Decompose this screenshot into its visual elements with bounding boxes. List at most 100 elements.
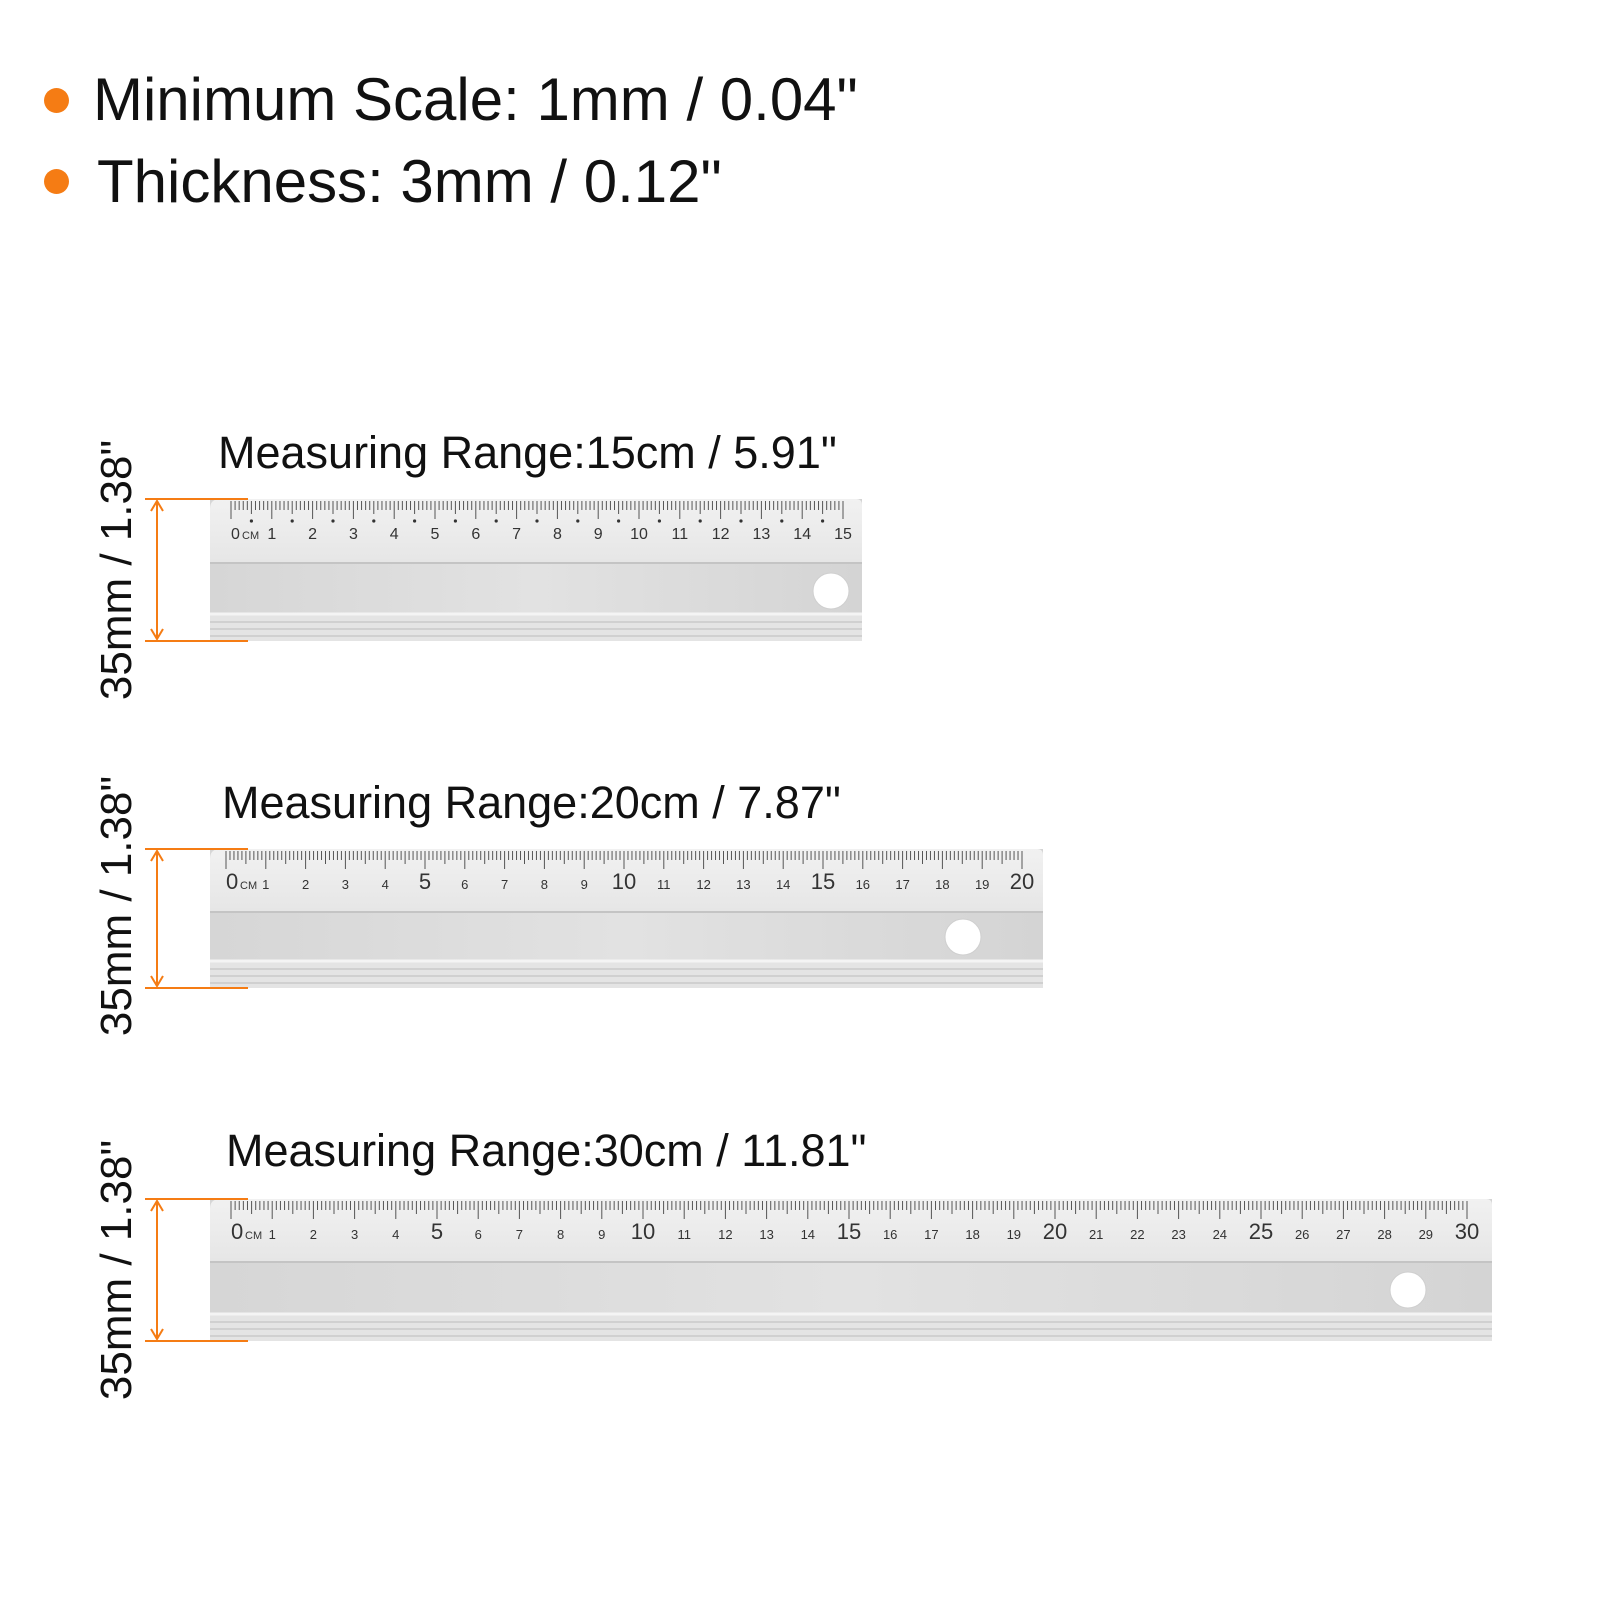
- scale-number: 1: [267, 526, 276, 543]
- scale-number: 1: [269, 1227, 276, 1242]
- height-dimension-arrow: [145, 1198, 248, 1342]
- half-cm-dot: [576, 519, 580, 523]
- unit-label: CM: [245, 1230, 262, 1242]
- scale-number: 10: [630, 526, 648, 543]
- hang-hole: [944, 918, 982, 956]
- scale-number: 25: [1249, 1219, 1273, 1244]
- scale-number: 15: [837, 1219, 861, 1244]
- ruler-groove: [210, 961, 1043, 988]
- scale-number: 11: [671, 526, 688, 543]
- half-cm-dot: [617, 519, 621, 523]
- scale-number: 4: [390, 526, 399, 543]
- scale-number: 0: [231, 526, 240, 543]
- scale-number: 14: [793, 526, 811, 543]
- scale-number: 21: [1089, 1227, 1103, 1242]
- scale-number: 26: [1295, 1227, 1309, 1242]
- scale-number: 6: [475, 1227, 482, 1242]
- scale-number: 11: [657, 877, 671, 892]
- scale-number: 13: [759, 1227, 773, 1242]
- hang-hole: [812, 572, 850, 610]
- scale-number: 20: [1043, 1219, 1067, 1244]
- scale-number: 18: [935, 877, 949, 892]
- scale-band: [210, 849, 1043, 912]
- hang-hole: [1389, 1271, 1427, 1309]
- height-dimension-arrow: [145, 498, 248, 642]
- scale-number: 2: [308, 526, 317, 543]
- ruler-groove: [210, 614, 862, 641]
- scale-number: 10: [612, 869, 636, 894]
- scale-number: 16: [883, 1227, 897, 1242]
- half-cm-dot: [780, 519, 784, 523]
- ruler-20cm: 0 CM 1 2 3 4 5 6 7 8 9 10 11 12 13 14 15 16 17 18 19 20: [210, 849, 1043, 988]
- scale-number: 13: [753, 526, 771, 543]
- scale-number: 5: [431, 1219, 443, 1244]
- scale-number: 4: [392, 1227, 399, 1242]
- scale-number: 20: [1010, 869, 1034, 894]
- scale-band: [210, 499, 862, 563]
- half-cm-dot: [290, 519, 294, 523]
- scale-number: 5: [419, 869, 431, 894]
- bullet-dot: [44, 169, 69, 194]
- ruler-15-title: Measuring Range:15cm / 5.91": [218, 427, 837, 478]
- scale-number: 0: [226, 869, 238, 894]
- scale-number: 15: [811, 869, 835, 894]
- scale-number: 27: [1336, 1227, 1350, 1242]
- scale-number: 7: [516, 1227, 523, 1242]
- ruler-15cm: 0 CM 1 2 3 4 5 6 7 8 9 10 11 12 13 14 15: [210, 499, 862, 641]
- scale-number: 19: [975, 877, 989, 892]
- scale-number: 8: [541, 877, 548, 892]
- half-cm-dot: [698, 519, 702, 523]
- scale-number: 8: [553, 526, 562, 543]
- scale-number: 4: [382, 877, 389, 892]
- ruler-20-title: Measuring Range:20cm / 7.87": [222, 777, 841, 828]
- scale-number: 6: [471, 526, 480, 543]
- scale-number: 18: [965, 1227, 979, 1242]
- scale-number: 0: [231, 1219, 243, 1244]
- half-cm-dot: [331, 519, 335, 523]
- scale-number: 12: [712, 526, 730, 543]
- half-cm-dot: [453, 519, 457, 523]
- scale-number: 6: [461, 877, 468, 892]
- half-cm-dot: [372, 519, 376, 523]
- scale-number: 23: [1171, 1227, 1185, 1242]
- half-cm-dot: [494, 519, 498, 523]
- scale-number: 9: [594, 526, 603, 543]
- scale-number: 10: [631, 1219, 655, 1244]
- scale-number: 24: [1213, 1227, 1227, 1242]
- scale-number: 9: [581, 877, 588, 892]
- scale-number: 3: [342, 877, 349, 892]
- scale-number: 3: [349, 526, 358, 543]
- half-cm-dot: [249, 519, 253, 523]
- half-cm-dot: [739, 519, 743, 523]
- unit-label: CM: [240, 880, 257, 892]
- unit-label: CM: [242, 530, 259, 542]
- ruler-30-title: Measuring Range:30cm / 11.81": [226, 1125, 867, 1176]
- scale-number: 12: [718, 1227, 732, 1242]
- scale-number: 3: [351, 1227, 358, 1242]
- spec-thickness: Thickness: 3mm / 0.12": [97, 148, 722, 215]
- scale-number: 12: [696, 877, 710, 892]
- spec-minimum-scale: Minimum Scale: 1mm / 0.04": [93, 66, 858, 133]
- height-dimension-arrow: [145, 848, 248, 989]
- scale-number: 7: [512, 526, 521, 543]
- scale-number: 13: [736, 877, 750, 892]
- half-cm-dot: [657, 519, 662, 523]
- scale-band: [210, 1199, 1492, 1262]
- scale-number: 29: [1419, 1227, 1433, 1242]
- half-cm-dot: [413, 519, 417, 523]
- scale-number: 19: [1007, 1227, 1021, 1242]
- scale-number: 1: [262, 877, 269, 892]
- half-cm-dot: [821, 519, 825, 523]
- ruler-30cm: 0 CM 1 2 3 4 5 6 7 8 9 10 11 12 13 14 15 16 17 18 19 20 21 22 23…: [210, 1199, 1492, 1341]
- scale-number: 11: [677, 1227, 691, 1242]
- scale-number: 9: [598, 1227, 605, 1242]
- ruler-groove: [210, 1314, 1492, 1341]
- half-cm-dot: [535, 519, 539, 523]
- scale-number: 2: [302, 877, 309, 892]
- scale-number: 8: [557, 1227, 564, 1242]
- scale-number: 17: [895, 877, 909, 892]
- scale-number: 5: [431, 526, 440, 543]
- scale-number: 17: [924, 1227, 938, 1242]
- scale-number: 2: [310, 1227, 317, 1242]
